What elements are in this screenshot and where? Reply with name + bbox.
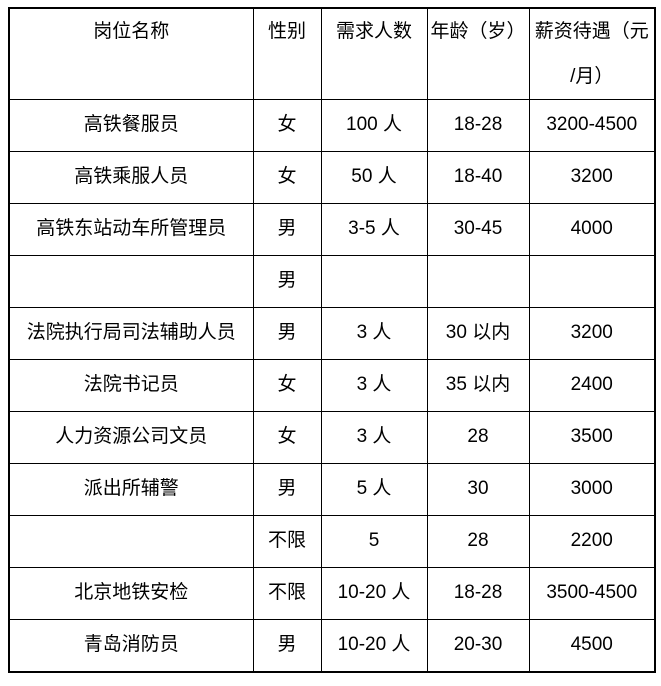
cell-age: 28: [426, 411, 530, 464]
cell-position: 高铁乘服人员: [8, 151, 254, 204]
cell-salary: 2200: [528, 515, 656, 568]
cell-salary: 4500: [528, 619, 656, 672]
col-header-salary: 薪资待遇（元/月）: [528, 7, 656, 100]
cell-position: 法院执行局司法辅助人员: [8, 307, 254, 360]
cell-count: 100 人: [320, 99, 428, 152]
col-header-gender: 性别: [252, 7, 322, 100]
table-body: 高铁餐服员 女 100 人 18-28 3200-4500 高铁乘服人员 女 5…: [8, 99, 656, 672]
col-header-age: 年龄（岁）: [426, 7, 530, 100]
header-row: 岗位名称 性别 需求人数 年龄（岁） 薪资待遇（元/月）: [8, 7, 656, 100]
cell-gender: 女: [252, 151, 322, 204]
col-header-salary-line1: 薪资待遇（元: [534, 21, 649, 42]
cell-position: 青岛消防员: [8, 619, 254, 672]
cell-salary: 3200: [528, 151, 656, 204]
cell-gender: 女: [252, 411, 322, 464]
table-row: 人力资源公司文员 女 3 人 28 3500: [8, 411, 656, 464]
table-row: 法院执行局司法辅助人员 男 3 人 30 以内 3200: [8, 307, 656, 360]
cell-position: [8, 255, 254, 308]
cell-salary: 3200: [528, 307, 656, 360]
table-row: 高铁乘服人员 女 50 人 18-40 3200: [8, 151, 656, 204]
cell-gender: 男: [252, 619, 322, 672]
cell-gender: 女: [252, 99, 322, 152]
cell-count: [320, 255, 428, 308]
cell-salary: 3500-4500: [528, 567, 656, 620]
cell-position: 法院书记员: [8, 359, 254, 412]
cell-salary: 4000: [528, 203, 656, 256]
cell-gender: 男: [252, 255, 322, 308]
cell-salary: 3500: [528, 411, 656, 464]
cell-gender: 男: [252, 203, 322, 256]
cell-position: 高铁餐服员: [8, 99, 254, 152]
table-row: 高铁东站动车所管理员 男 3-5 人 30-45 4000: [8, 203, 656, 256]
cell-age: [426, 255, 530, 308]
cell-salary: 2400: [528, 359, 656, 412]
cell-age: 18-28: [426, 567, 530, 620]
cell-age: 20-30: [426, 619, 530, 672]
cell-salary: [528, 255, 656, 308]
cell-salary: 3000: [528, 463, 656, 516]
cell-count: 5 人: [320, 463, 428, 516]
table-row: 不限 5 28 2200: [8, 515, 656, 568]
table-row: 北京地铁安检 不限 10-20 人 18-28 3500-4500: [8, 567, 656, 620]
cell-age: 28: [426, 515, 530, 568]
cell-gender: 男: [252, 463, 322, 516]
table-header: 岗位名称 性别 需求人数 年龄（岁） 薪资待遇（元/月）: [8, 7, 656, 100]
table-row: 派出所辅警 男 5 人 30 3000: [8, 463, 656, 516]
table-row: 男: [8, 255, 656, 308]
cell-gender: 不限: [252, 515, 322, 568]
cell-age: 35 以内: [426, 359, 530, 412]
cell-position: 北京地铁安检: [8, 567, 254, 620]
cell-position: 人力资源公司文员: [8, 411, 254, 464]
cell-position: 高铁东站动车所管理员: [8, 203, 254, 256]
cell-count: 3 人: [320, 411, 428, 464]
cell-age: 30-45: [426, 203, 530, 256]
cell-age: 18-40: [426, 151, 530, 204]
col-header-count: 需求人数: [320, 7, 428, 100]
cell-count: 10-20 人: [320, 567, 428, 620]
table-row: 法院书记员 女 3 人 35 以内 2400: [8, 359, 656, 412]
col-header-position: 岗位名称: [8, 7, 254, 100]
cell-count: 10-20 人: [320, 619, 428, 672]
cell-count: 3 人: [320, 359, 428, 412]
cell-gender: 女: [252, 359, 322, 412]
cell-count: 5: [320, 515, 428, 568]
cell-position: [8, 515, 254, 568]
cell-count: 3-5 人: [320, 203, 428, 256]
cell-age: 30 以内: [426, 307, 530, 360]
cell-position: 派出所辅警: [8, 463, 254, 516]
cell-gender: 男: [252, 307, 322, 360]
col-header-salary-line2: /月）: [570, 66, 614, 87]
cell-age: 30: [426, 463, 530, 516]
cell-age: 18-28: [426, 99, 530, 152]
table-row: 青岛消防员 男 10-20 人 20-30 4500: [8, 619, 656, 672]
table-row: 高铁餐服员 女 100 人 18-28 3200-4500: [8, 99, 656, 152]
cell-salary: 3200-4500: [528, 99, 656, 152]
cell-count: 3 人: [320, 307, 428, 360]
cell-gender: 不限: [252, 567, 322, 620]
cell-count: 50 人: [320, 151, 428, 204]
job-recruitment-table: 岗位名称 性别 需求人数 年龄（岁） 薪资待遇（元/月） 高铁餐服员 女 100…: [8, 7, 656, 673]
